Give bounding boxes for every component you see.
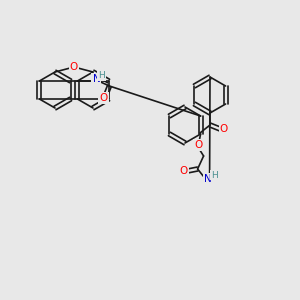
Text: O: O (220, 124, 228, 134)
Text: O: O (99, 93, 107, 103)
Text: N: N (204, 174, 212, 184)
Text: H: H (98, 71, 105, 80)
Text: O: O (70, 62, 78, 72)
Text: O: O (179, 166, 188, 176)
Text: O: O (194, 140, 203, 150)
Text: H: H (211, 170, 218, 179)
Text: N: N (92, 74, 100, 84)
